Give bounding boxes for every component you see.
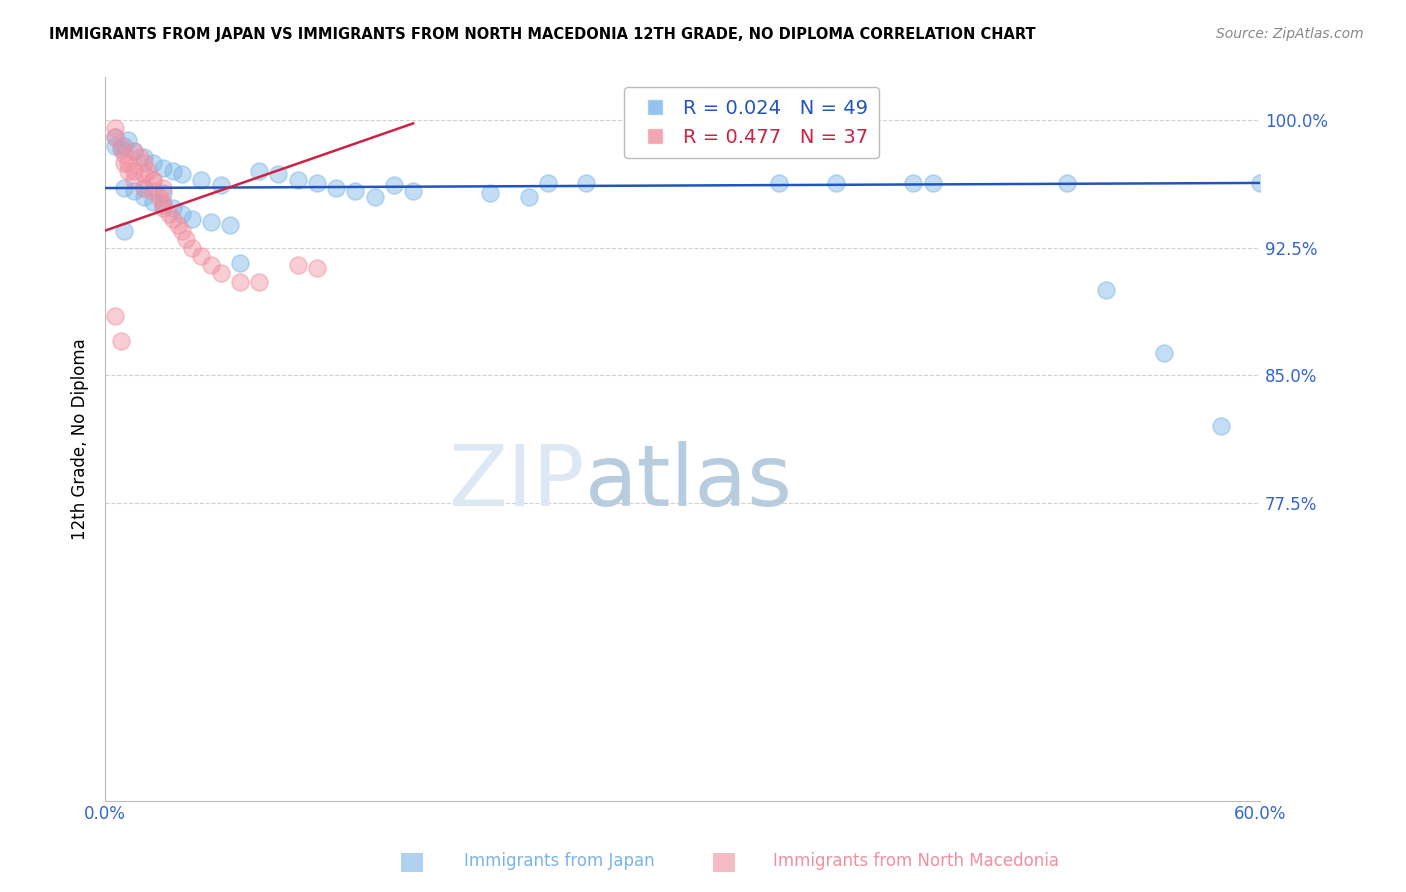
Point xyxy=(152,198,174,212)
Point xyxy=(219,219,242,233)
Point xyxy=(172,206,194,220)
Point xyxy=(200,258,222,272)
Text: IMMIGRANTS FROM JAPAN VS IMMIGRANTS FROM NORTH MACEDONIA 12TH GRADE, NO DIPLOMA : IMMIGRANTS FROM JAPAN VS IMMIGRANTS FROM… xyxy=(49,27,1036,42)
Point xyxy=(247,275,270,289)
Point xyxy=(344,185,367,199)
Point xyxy=(132,155,155,169)
Text: atlas: atlas xyxy=(585,441,793,524)
Point xyxy=(172,224,194,238)
Point xyxy=(122,172,145,186)
Point xyxy=(104,309,127,323)
Point xyxy=(142,194,165,209)
Point xyxy=(1211,419,1233,434)
Point xyxy=(110,142,132,156)
Point xyxy=(180,211,202,226)
Legend: R = 0.024   N = 49, R = 0.477   N = 37: R = 0.024 N = 49, R = 0.477 N = 37 xyxy=(624,87,879,158)
Point xyxy=(132,181,155,195)
Point xyxy=(148,189,170,203)
Point xyxy=(517,189,540,203)
Point xyxy=(247,164,270,178)
Point xyxy=(1249,176,1271,190)
Point xyxy=(122,144,145,158)
Point xyxy=(363,189,385,203)
Y-axis label: 12th Grade, No Diploma: 12th Grade, No Diploma xyxy=(72,338,89,540)
Point xyxy=(267,168,290,182)
Point xyxy=(162,202,184,216)
Point xyxy=(104,130,127,145)
Point xyxy=(575,176,598,190)
Point xyxy=(114,224,136,238)
Point xyxy=(180,241,202,255)
Point xyxy=(382,178,405,192)
Point xyxy=(167,219,190,233)
Point xyxy=(136,164,159,178)
Point xyxy=(152,161,174,175)
Point xyxy=(152,194,174,209)
Point xyxy=(142,172,165,186)
Point xyxy=(117,155,139,169)
Point xyxy=(921,176,943,190)
Point xyxy=(825,176,848,190)
Point xyxy=(132,189,155,203)
Point xyxy=(122,144,145,158)
Point xyxy=(128,150,150,164)
Point xyxy=(110,334,132,348)
Point xyxy=(229,256,252,270)
Point xyxy=(152,181,174,195)
Point xyxy=(104,138,127,153)
Point xyxy=(287,172,309,186)
Point xyxy=(117,164,139,178)
Point xyxy=(305,176,328,190)
Point xyxy=(110,138,132,153)
Point xyxy=(190,249,212,263)
Point xyxy=(162,164,184,178)
Point xyxy=(479,186,502,201)
Text: Source: ZipAtlas.com: Source: ZipAtlas.com xyxy=(1216,27,1364,41)
Point xyxy=(117,133,139,147)
Point xyxy=(132,168,155,182)
Point xyxy=(229,275,252,289)
Point xyxy=(152,202,174,216)
Point xyxy=(305,260,328,275)
Point xyxy=(200,215,222,229)
Text: Immigrants from North Macedonia: Immigrants from North Macedonia xyxy=(773,852,1059,870)
Point xyxy=(537,176,560,190)
Point xyxy=(1095,283,1118,297)
Point xyxy=(104,130,127,145)
Point xyxy=(325,181,347,195)
Point xyxy=(1056,176,1078,190)
Point xyxy=(903,176,925,190)
Point xyxy=(114,181,136,195)
Point xyxy=(122,164,145,178)
Point xyxy=(287,258,309,272)
Point xyxy=(768,176,790,190)
Point xyxy=(209,178,232,192)
Point xyxy=(114,155,136,169)
Point xyxy=(142,155,165,169)
Point xyxy=(104,121,127,136)
Text: Immigrants from Japan: Immigrants from Japan xyxy=(464,852,655,870)
Point xyxy=(1153,346,1175,360)
Point xyxy=(174,232,197,246)
Point xyxy=(402,185,425,199)
Point xyxy=(152,186,174,201)
Point xyxy=(114,147,136,161)
Point xyxy=(114,138,136,153)
Point xyxy=(190,172,212,186)
Point xyxy=(122,185,145,199)
Point xyxy=(162,211,184,226)
Point xyxy=(132,181,155,195)
Point xyxy=(142,185,165,199)
Point xyxy=(172,168,194,182)
Text: ZIP: ZIP xyxy=(449,441,585,524)
Point xyxy=(142,172,165,186)
Point xyxy=(209,266,232,280)
Point xyxy=(132,150,155,164)
Point xyxy=(157,206,180,220)
